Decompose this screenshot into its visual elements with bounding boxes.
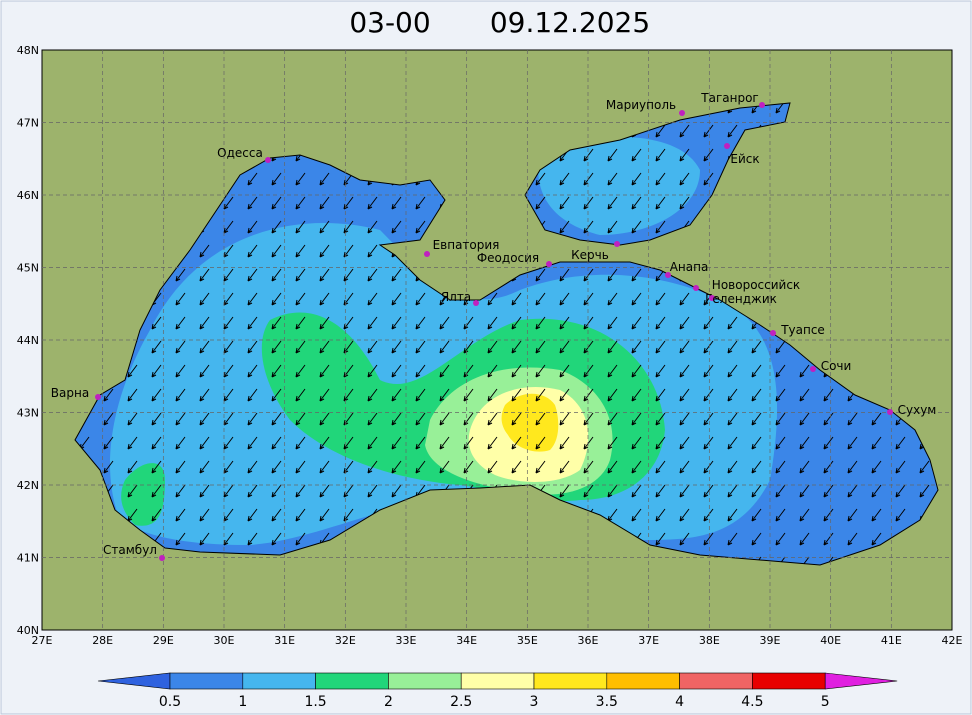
city-dot — [614, 241, 620, 247]
lat-label: 47N — [17, 117, 39, 130]
city-label: Одесса — [217, 146, 263, 160]
colorbar-label: 3.5 — [596, 694, 618, 710]
city-dot — [693, 285, 699, 291]
city-dot — [679, 110, 685, 116]
lat-label: 42N — [17, 479, 39, 492]
city-dot — [724, 143, 730, 149]
colorbar-label: 0.5 — [159, 694, 181, 710]
colorbar-cell — [242, 672, 316, 690]
city-dot — [424, 251, 430, 257]
colorbar-cell — [606, 672, 680, 690]
colorbar-label: 1.5 — [304, 694, 326, 710]
lon-label: 30E — [214, 634, 235, 647]
city-label: Феодосия — [477, 251, 539, 265]
colorbar-label: 4 — [675, 694, 684, 710]
lat-label: 43N — [17, 407, 39, 420]
city-dot — [159, 555, 165, 561]
city-label: Варна — [51, 386, 89, 400]
city-dot — [770, 330, 776, 336]
colorbar-label: 4.5 — [741, 694, 763, 710]
lon-label: 38E — [699, 634, 720, 647]
city-dot — [265, 157, 271, 163]
city-label: Таганрог — [700, 91, 758, 105]
lon-label: 28E — [92, 634, 113, 647]
lat-label: 46N — [17, 189, 39, 202]
city-label: Мариуполь — [606, 98, 676, 112]
lat-label: 41N — [17, 552, 39, 565]
colorbar-cell — [824, 672, 898, 690]
lon-label: 42E — [942, 634, 963, 647]
lon-label: 33E — [396, 634, 417, 647]
lon-label: 40E — [820, 634, 841, 647]
city-label: Сочи — [821, 359, 852, 373]
colorbar-label: 2.5 — [450, 694, 472, 710]
lat-label: 44N — [17, 334, 39, 347]
lon-label: 37E — [638, 634, 659, 647]
city-label: Сухум — [898, 403, 937, 417]
city-label: Стамбул — [103, 543, 157, 557]
colorbar-cell — [533, 672, 608, 690]
city-dot — [95, 394, 101, 400]
cities: Одесса Мариуполь Таганрог Ейск ЕвпаторияФеод… — [51, 91, 937, 561]
city-label: Туапсе — [780, 323, 825, 337]
city-dot — [546, 261, 552, 267]
city-label: Евпатория — [433, 238, 500, 252]
lon-label: 36E — [578, 634, 599, 647]
colorbar-label: 1 — [238, 694, 247, 710]
city-dot — [665, 272, 671, 278]
city-label: Керчь — [571, 248, 609, 262]
lat-label: 48N — [17, 44, 39, 57]
title-date: 09.12.2025 — [490, 6, 650, 39]
lon-label: 29E — [153, 634, 174, 647]
colorbar-cell — [752, 672, 826, 690]
lon-label: 39E — [760, 634, 781, 647]
colorbar-cell — [679, 672, 753, 690]
lon-label: 32E — [335, 634, 356, 647]
city-label: Новороссийск — [712, 278, 800, 292]
city-label: Геленджик — [705, 292, 777, 306]
colorbar-label: 3 — [530, 694, 539, 710]
colorbar-cell — [315, 672, 389, 690]
city-dot — [810, 366, 816, 372]
city-dot — [759, 102, 765, 108]
city-label: Ялта — [441, 290, 471, 304]
lat-label: 45N — [17, 262, 39, 275]
colorbar-cell — [460, 672, 535, 690]
lon-label: 34E — [456, 634, 477, 647]
city-label: Ейск — [730, 152, 759, 166]
lon-label: 31E — [274, 634, 295, 647]
lat-label: 40N — [17, 624, 39, 637]
grid: 27E 28E 29E 30E 31E 32E 33E 34E 35E 36E 37E 38E 39E 4… — [17, 44, 963, 647]
city-dot — [473, 300, 479, 306]
colorbar: 0.5 1 1.5 2 2.5 3 3.5 4 4.5 5 — [97, 672, 898, 710]
title-time: 03-00 — [349, 6, 430, 39]
city-label: Анапа — [670, 260, 709, 274]
lon-label: 27E — [32, 634, 53, 647]
city-dot — [709, 295, 715, 301]
colorbar-cell — [169, 672, 244, 690]
colorbar-cell — [388, 672, 462, 690]
colorbar-label: 5 — [821, 694, 830, 710]
lon-label: 41E — [881, 634, 902, 647]
city-dot — [887, 409, 893, 415]
lon-label: 35E — [517, 634, 538, 647]
colorbar-label: 2 — [384, 694, 393, 710]
